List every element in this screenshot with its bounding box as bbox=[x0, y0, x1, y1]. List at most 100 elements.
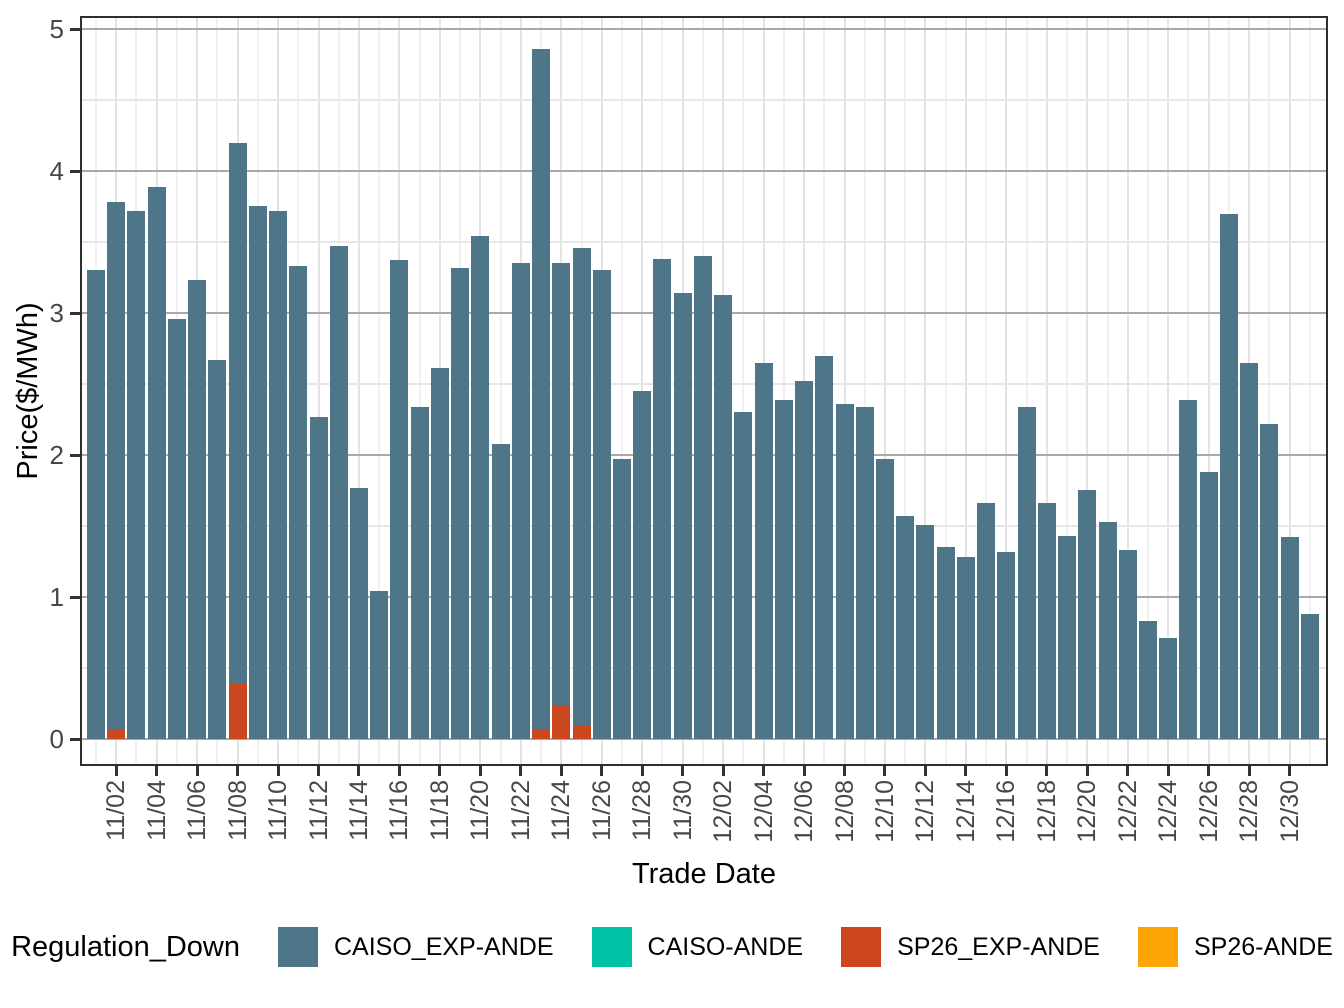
legend-swatch-sp26-ande bbox=[1137, 927, 1178, 967]
bar-caiso_exp-ande-11/17 bbox=[410, 407, 429, 739]
x-axis-tick bbox=[438, 766, 442, 776]
bar-caiso_exp-ande-11/05 bbox=[167, 319, 186, 739]
grid-line-vertical bbox=[904, 18, 907, 764]
bar-caiso_exp-ande-12/14 bbox=[956, 557, 975, 739]
x-tick-label: 11/26 bbox=[587, 780, 616, 841]
legend-entry-sp26-ande: SP26-ANDE bbox=[1137, 927, 1333, 967]
x-tick-label: 12/18 bbox=[1032, 780, 1061, 843]
y-axis-tick bbox=[70, 454, 80, 457]
grid-line-vertical bbox=[883, 18, 886, 764]
x-tick-label: 12/28 bbox=[1235, 780, 1264, 843]
x-tick-label: 11/22 bbox=[506, 780, 535, 841]
x-axis-tick bbox=[397, 766, 401, 776]
bar-caiso_exp-ande-12/20 bbox=[1078, 490, 1097, 739]
bar-caiso_exp-ande-11/06 bbox=[188, 280, 207, 739]
x-tick-label: 11/04 bbox=[142, 780, 171, 841]
x-axis-tick bbox=[559, 766, 563, 776]
bar-caiso_exp-ande-12/31 bbox=[1300, 614, 1319, 739]
grid-line-vertical bbox=[378, 18, 381, 764]
bar-caiso_exp-ande-12/22 bbox=[1118, 550, 1137, 739]
bar-caiso_exp-ande-12/17 bbox=[1017, 407, 1036, 739]
bar-caiso_exp-ande-12/08 bbox=[835, 404, 854, 739]
x-tick-label: 12/20 bbox=[1073, 780, 1102, 843]
grid-line-vertical bbox=[1146, 18, 1149, 764]
grid-line-vertical bbox=[418, 18, 421, 764]
bar-caiso_exp-ande-12/29 bbox=[1260, 424, 1279, 739]
x-axis-tick bbox=[519, 766, 523, 776]
x-axis-tick bbox=[681, 766, 685, 776]
bar-caiso_exp-ande-12/16 bbox=[997, 552, 1016, 739]
x-axis-tick bbox=[600, 766, 604, 776]
bar-caiso_exp-ande-11/29 bbox=[653, 259, 672, 739]
bar-caiso_exp-ande-11/04 bbox=[147, 187, 166, 739]
bar-caiso_exp-ande-12/02 bbox=[714, 295, 733, 739]
x-axis-tick bbox=[1004, 766, 1008, 776]
grid-line-vertical bbox=[1308, 18, 1311, 764]
bar-caiso_exp-ande-11/21 bbox=[491, 444, 510, 739]
bar-caiso_exp-ande-11/18 bbox=[430, 368, 449, 739]
bar-caiso_exp-ande-12/25 bbox=[1179, 400, 1198, 739]
bar-caiso_exp-ande-11/01 bbox=[87, 270, 105, 739]
bar-caiso_exp-ande-12/21 bbox=[1098, 522, 1117, 739]
x-tick-label: 12/24 bbox=[1154, 780, 1183, 843]
legend-entry-caiso_exp-ande: CAISO_EXP-ANDE bbox=[278, 927, 554, 967]
bar-caiso_exp-ande-12/09 bbox=[855, 407, 874, 739]
x-tick-label: 11/24 bbox=[547, 780, 576, 841]
plot-panel bbox=[80, 16, 1328, 766]
x-axis-tick bbox=[1207, 766, 1211, 776]
x-axis-tick bbox=[964, 766, 968, 776]
x-tick-label: 11/12 bbox=[304, 780, 333, 841]
bar-caiso_exp-ande-12/07 bbox=[815, 356, 834, 739]
bar-caiso_exp-ande-12/12 bbox=[916, 525, 935, 739]
grid-line-vertical bbox=[1207, 18, 1210, 764]
grid-line-vertical bbox=[843, 18, 846, 764]
x-axis-tick bbox=[802, 766, 806, 776]
bar-caiso_exp-ande-12/24 bbox=[1159, 638, 1178, 739]
bar-caiso_exp-ande-12/11 bbox=[896, 516, 915, 739]
y-tick-label: 4 bbox=[49, 156, 64, 186]
x-axis-tick bbox=[357, 766, 361, 776]
grid-line-vertical bbox=[620, 18, 623, 764]
x-tick-label: 11/30 bbox=[668, 780, 697, 841]
grid-line-vertical bbox=[1045, 18, 1048, 764]
bar-caiso_exp-ande-12/15 bbox=[977, 503, 996, 739]
grid-line-vertical bbox=[1005, 18, 1008, 764]
legend: Regulation_Down CAISO_EXP-ANDE CAISO-ANDE… bbox=[0, 914, 1344, 980]
x-axis-tick bbox=[1126, 766, 1130, 776]
y-tick-label: 0 bbox=[49, 724, 64, 754]
grid-line-vertical bbox=[742, 18, 745, 764]
x-axis-tick bbox=[236, 766, 240, 776]
x-axis-tick bbox=[883, 766, 887, 776]
x-tick-label: 11/02 bbox=[102, 780, 131, 841]
y-tick-label: 5 bbox=[49, 14, 64, 44]
bar-caiso_exp-ande-12/01 bbox=[693, 256, 712, 739]
x-axis-tick bbox=[923, 766, 927, 776]
grid-line-vertical bbox=[499, 18, 502, 764]
bar-caiso_exp-ande-11/27 bbox=[612, 459, 631, 739]
grid-line-vertical bbox=[964, 18, 967, 764]
x-tick-label: 12/12 bbox=[911, 780, 940, 843]
bar-caiso_exp-ande-12/04 bbox=[754, 363, 773, 739]
grid-line-vertical bbox=[1086, 18, 1089, 764]
legend-label: SP26_EXP-ANDE bbox=[897, 932, 1100, 961]
grid-line-vertical bbox=[863, 18, 866, 764]
grid-line-major bbox=[82, 28, 1326, 30]
bar-sp26_exp-ande-11/24 bbox=[552, 705, 571, 739]
x-tick-label: 12/26 bbox=[1194, 780, 1223, 843]
x-axis-tick bbox=[843, 766, 846, 776]
grid-line-minor bbox=[82, 99, 1326, 101]
bar-caiso_exp-ande-11/23 bbox=[532, 49, 551, 739]
x-tick-label: 11/20 bbox=[466, 780, 495, 841]
bar-caiso_exp-ande-11/03 bbox=[127, 211, 146, 739]
x-tick-label: 11/16 bbox=[385, 780, 414, 841]
bar-caiso_exp-ande-12/03 bbox=[734, 412, 753, 739]
x-axis-title: Trade Date bbox=[632, 858, 776, 890]
bar-caiso_exp-ande-12/26 bbox=[1199, 472, 1218, 739]
grid-line-vertical bbox=[357, 18, 360, 764]
grid-line-vertical bbox=[1126, 18, 1129, 764]
bar-caiso_exp-ande-11/15 bbox=[370, 591, 389, 739]
legend-entry-caiso-ande: CAISO-ANDE bbox=[591, 927, 803, 967]
x-tick-label: 11/14 bbox=[344, 780, 373, 841]
bar-caiso_exp-ande-11/02 bbox=[107, 202, 126, 739]
